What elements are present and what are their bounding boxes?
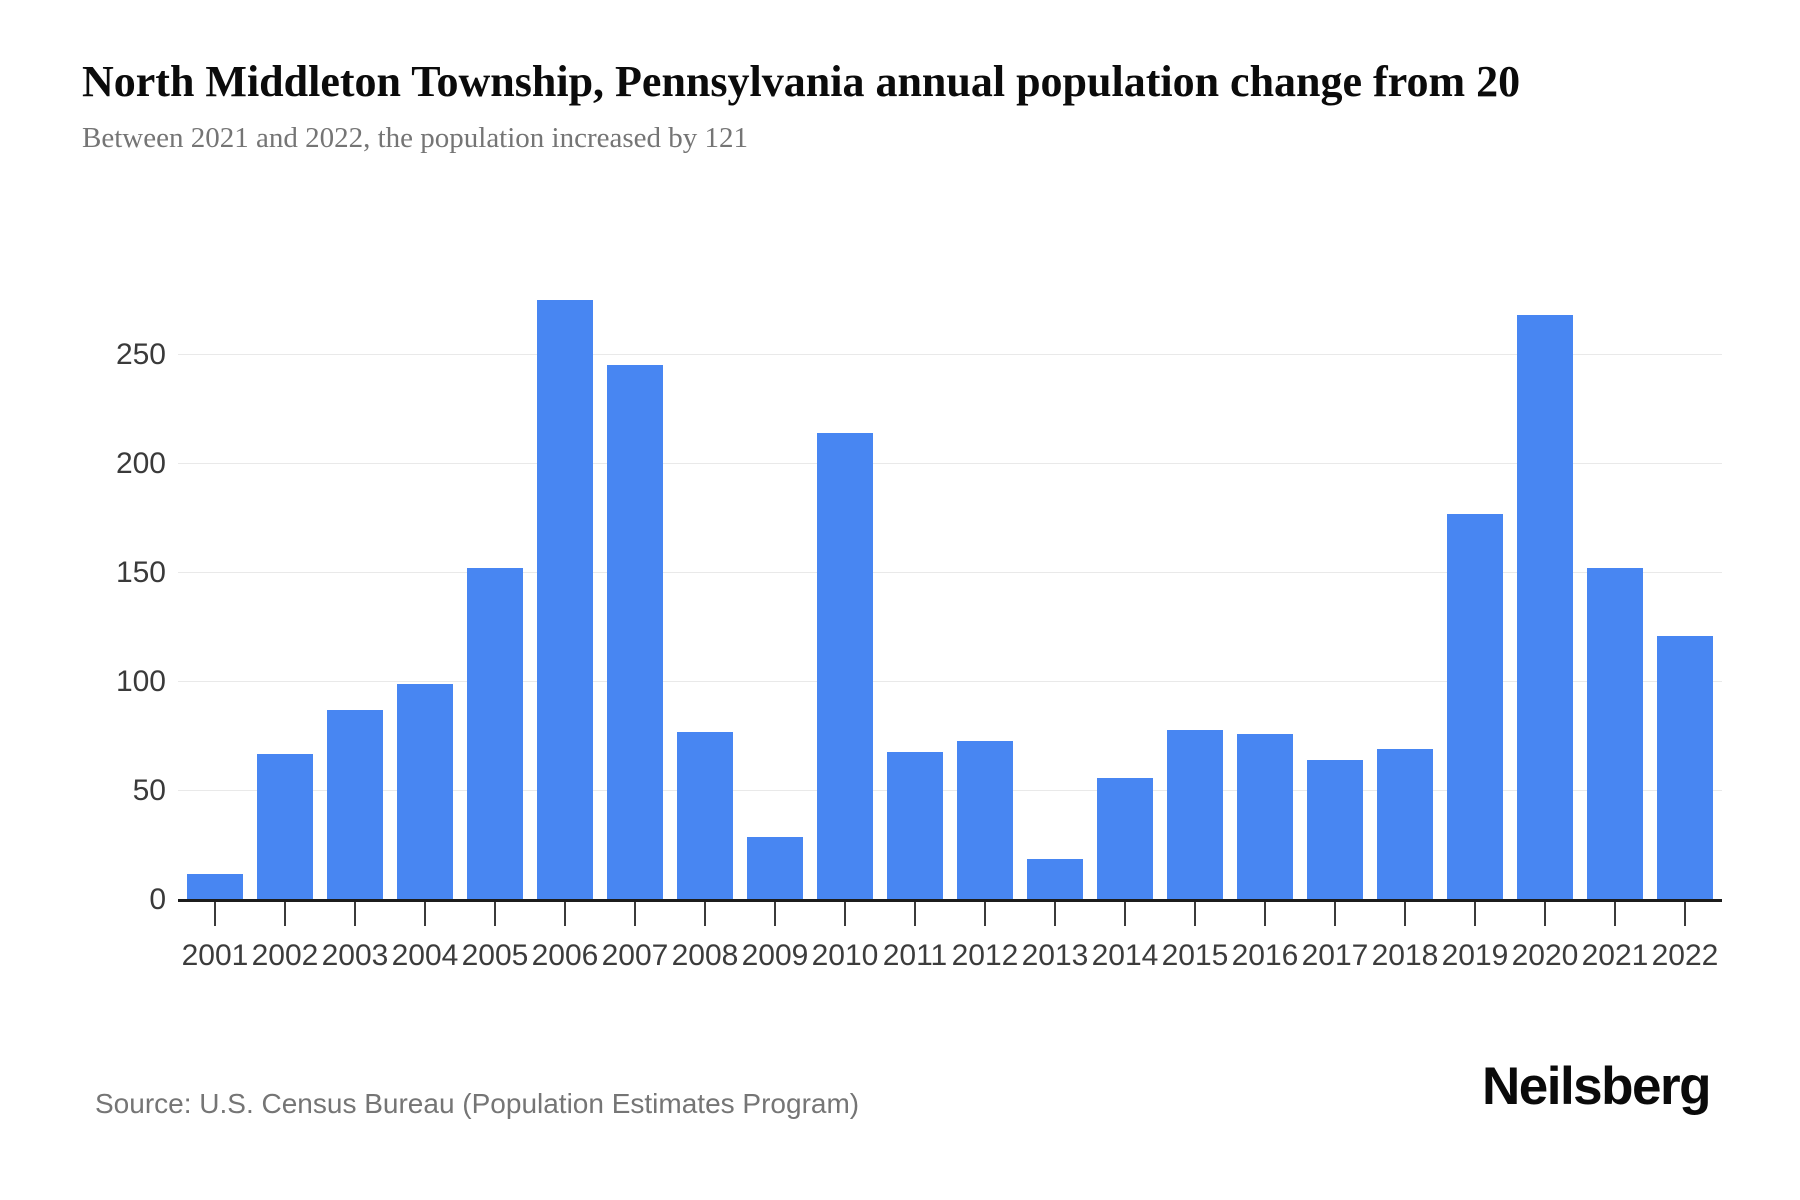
x-tick-label-2003: 2003 — [321, 939, 389, 972]
bar-2004[interactable] — [397, 684, 453, 900]
bar-2007[interactable] — [607, 365, 663, 900]
y-tick-label-200: 200 — [115, 446, 166, 480]
x-tick-label-2018: 2018 — [1371, 939, 1439, 972]
x-tick-label-2010: 2010 — [811, 939, 879, 972]
x-tick-label-2016: 2016 — [1231, 939, 1299, 972]
bar-2015[interactable] — [1167, 729, 1223, 900]
x-tick-label-2001: 2001 — [181, 939, 249, 972]
bar-2014[interactable] — [1097, 777, 1153, 900]
bar-2017[interactable] — [1307, 760, 1363, 900]
bar-2008[interactable] — [677, 732, 733, 900]
y-tick-label-0: 0 — [149, 883, 166, 916]
x-tick-label-2005: 2005 — [461, 939, 529, 972]
bar-2011[interactable] — [887, 751, 943, 900]
plot-area — [178, 300, 1722, 900]
x-tick-label-2017: 2017 — [1301, 939, 1369, 972]
x-tick-2019 — [1474, 902, 1476, 926]
gridline-50 — [178, 789, 1722, 791]
bar-2019[interactable] — [1447, 513, 1503, 900]
x-tick-2022 — [1684, 902, 1686, 926]
bar-2012[interactable] — [957, 740, 1013, 900]
x-tick-label-2020: 2020 — [1511, 939, 1579, 972]
gridline-150 — [178, 571, 1722, 573]
bar-2022[interactable] — [1657, 636, 1713, 900]
bar-2018[interactable] — [1377, 749, 1433, 900]
x-tick-2007 — [634, 902, 636, 926]
gridline-100 — [178, 680, 1722, 682]
y-tick-label-150: 150 — [115, 555, 166, 589]
x-tick-2014 — [1124, 902, 1126, 926]
x-tick-label-2011: 2011 — [882, 939, 948, 972]
x-tick-label-2015: 2015 — [1161, 939, 1229, 972]
bar-2020[interactable] — [1517, 315, 1573, 900]
x-tick-label-2006: 2006 — [531, 939, 599, 972]
x-tick-2008 — [704, 902, 706, 926]
x-tick-2020 — [1544, 902, 1546, 926]
x-tick-label-2002: 2002 — [251, 939, 319, 972]
bar-2010[interactable] — [817, 433, 873, 900]
x-tick-2012 — [984, 902, 986, 926]
x-tick-2009 — [774, 902, 776, 926]
x-tick-2017 — [1334, 902, 1336, 926]
x-tick-2015 — [1194, 902, 1196, 926]
brand-logo: Neilsberg — [1481, 1057, 1712, 1116]
bar-2006[interactable] — [537, 300, 593, 900]
x-tick-2005 — [494, 902, 496, 926]
bar-2003[interactable] — [327, 710, 383, 900]
y-tick-label-100: 100 — [115, 664, 166, 698]
x-tick-label-2019: 2019 — [1441, 939, 1509, 972]
x-tick-label-2013: 2013 — [1021, 939, 1089, 972]
x-tick-label-2012: 2012 — [951, 939, 1019, 972]
x-tick-label-2022: 2022 — [1651, 939, 1719, 972]
chart-title: North Middleton Township, Pennsylvania a… — [82, 57, 1521, 106]
x-tick-2003 — [354, 902, 356, 926]
x-tick-2013 — [1054, 902, 1056, 926]
x-tick-2021 — [1614, 902, 1616, 926]
bar-2021[interactable] — [1587, 568, 1643, 900]
x-tick-2010 — [844, 902, 846, 926]
x-tick-label-2021: 2021 — [1581, 939, 1649, 972]
y-tick-label-250: 250 — [115, 337, 166, 371]
chart-subtitle: Between 2021 and 2022, the population in… — [82, 122, 749, 154]
x-tick-2016 — [1264, 902, 1266, 926]
x-tick-label-2007: 2007 — [601, 939, 669, 972]
x-tick-label-2014: 2014 — [1091, 939, 1159, 972]
gridline-200 — [178, 462, 1722, 464]
bar-2002[interactable] — [257, 753, 313, 900]
x-tick-2006 — [564, 902, 566, 926]
gridline-250 — [178, 353, 1722, 355]
y-tick-label-50: 50 — [132, 773, 166, 807]
x-tick-label-2004: 2004 — [391, 939, 459, 972]
bar-2001[interactable] — [187, 873, 243, 900]
source-text: Source: U.S. Census Bureau (Population E… — [95, 1088, 860, 1119]
x-axis-line — [178, 899, 1722, 902]
bar-2009[interactable] — [747, 836, 803, 900]
x-tick-2018 — [1404, 902, 1406, 926]
x-tick-label-2008: 2008 — [671, 939, 739, 972]
x-tick-2001 — [214, 902, 216, 926]
x-tick-2002 — [284, 902, 286, 926]
bar-2013[interactable] — [1027, 858, 1083, 900]
x-tick-2004 — [424, 902, 426, 926]
x-tick-2011 — [914, 902, 916, 926]
bar-2005[interactable] — [467, 568, 523, 900]
x-tick-label-2009: 2009 — [741, 939, 809, 972]
bar-2016[interactable] — [1237, 734, 1293, 900]
